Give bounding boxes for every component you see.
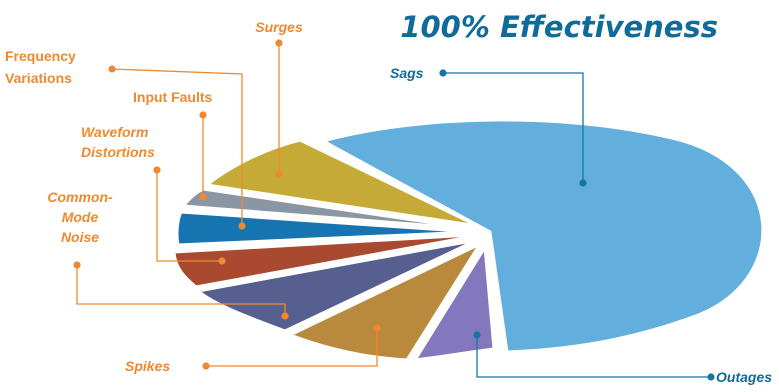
- slice-label-waveform-distortions-line-1: Waveform: [81, 124, 148, 140]
- slice-label-common-mode-noise-line-1: Common-: [47, 189, 113, 205]
- leader-dot-surges: [275, 170, 283, 178]
- leader-line-common-mode-noise: [76, 265, 286, 316]
- leader-line-outages: [476, 335, 711, 378]
- pie-slice-common-mode-noise: [196, 238, 479, 333]
- slice-label-input-faults: Input Faults: [133, 89, 213, 105]
- pie-slice-frequency-variations: [175, 210, 476, 247]
- slice-label-outages: Outages: [716, 369, 772, 385]
- leader-dot-input-faults: [199, 193, 207, 201]
- slice-label-common-mode-noise-line-2: Mode: [62, 209, 99, 225]
- leader-end-dot-common-mode-noise: [73, 261, 81, 269]
- leader-dot-waveform-distortions: [218, 257, 226, 265]
- slice-label-sags: Sags: [390, 65, 424, 81]
- slice-label-waveform-distortions-line-2: Distortions: [81, 144, 155, 160]
- slice-label-common-mode-noise-line-3: Noise: [61, 229, 99, 245]
- leader-dot-frequency-variations: [238, 222, 246, 230]
- pie-slice-outages: [413, 245, 496, 362]
- slice-label-frequency-variations-line-1: Frequency: [5, 48, 76, 64]
- leader-dot-sags: [579, 179, 587, 187]
- pie-slice-spikes: [288, 242, 482, 362]
- leader-end-dot-spikes: [202, 362, 210, 370]
- leader-dot-spikes: [373, 324, 381, 332]
- pie-slice-waveform-distortions: [172, 233, 477, 289]
- slice-label-surges: Surges: [255, 19, 303, 35]
- pie-slice-sags: [321, 118, 765, 354]
- chart-title: 100% Effectiveness: [400, 10, 718, 44]
- leader-end-dot-surges: [275, 39, 283, 47]
- leader-end-dot-sags: [439, 69, 447, 77]
- leader-line-frequency-variations: [111, 68, 243, 226]
- leader-end-dot-input-faults: [199, 111, 207, 119]
- leader-end-dot-outages: [707, 373, 715, 381]
- leader-line-spikes: [206, 328, 378, 367]
- leader-dot-outages: [473, 331, 481, 339]
- leader-line-waveform-distortions: [156, 170, 222, 262]
- leader-dot-common-mode-noise: [281, 312, 289, 320]
- slice-label-spikes: Spikes: [125, 358, 170, 374]
- slice-labels: Sags Outages Spikes Common- Mode Noise Wavefor…: [5, 19, 772, 385]
- pie-slice-surges: [205, 138, 480, 228]
- pie-slices: [172, 118, 765, 362]
- leader-end-dot-frequency-variations: [108, 65, 116, 73]
- leader-lines: [73, 39, 715, 381]
- leader-end-dot-waveform-distortions: [153, 166, 161, 174]
- slice-label-frequency-variations-line-2: Variations: [5, 70, 72, 86]
- leader-line-sags: [443, 72, 584, 183]
